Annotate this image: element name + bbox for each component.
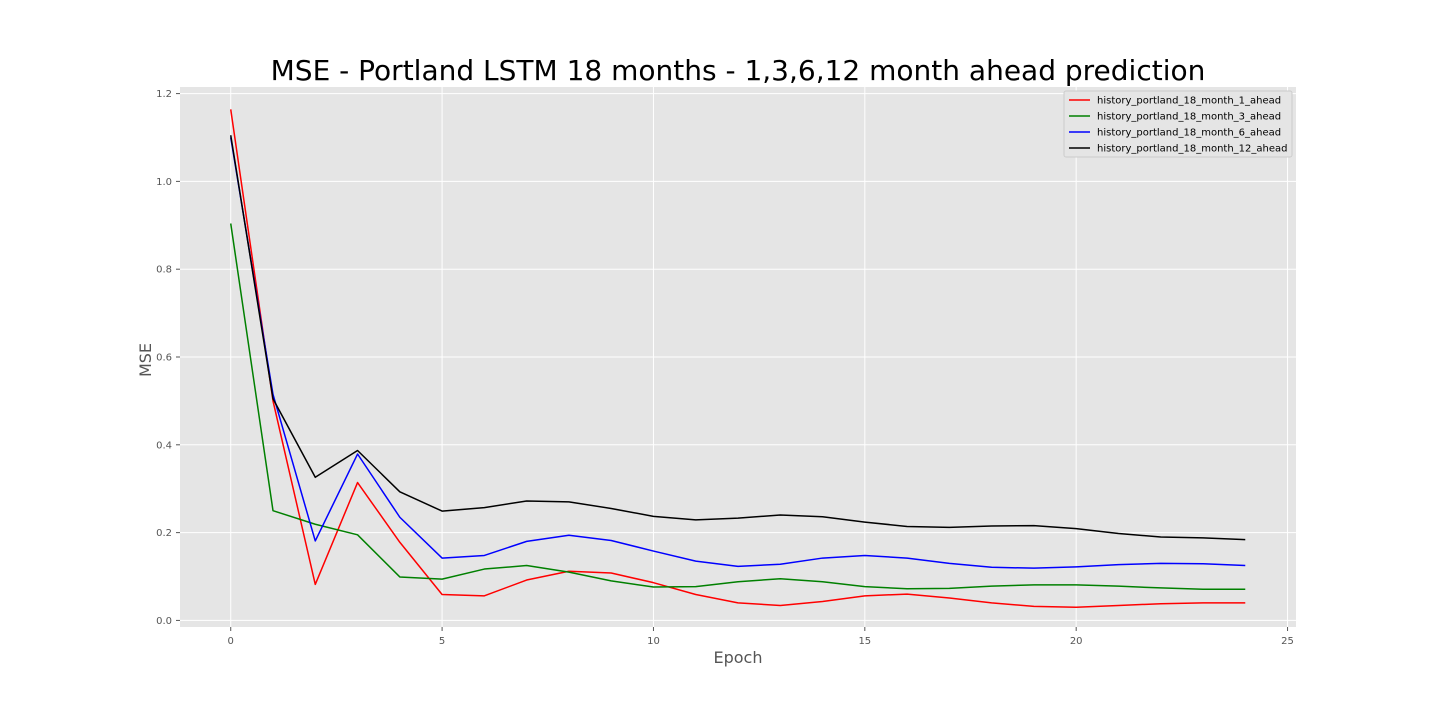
legend-box bbox=[1063, 90, 1293, 158]
x-tick-label: 0 bbox=[228, 636, 234, 647]
y-tick-label: 0.4 bbox=[156, 440, 172, 451]
y-tick-label: 0.6 bbox=[156, 353, 172, 364]
x-tick-label: 25 bbox=[1281, 636, 1294, 647]
legend-label-2: history_portland_18_month_3_ahead bbox=[1097, 112, 1281, 123]
chart-title: MSE - Portland LSTM 18 months - 1,3,6,12… bbox=[271, 54, 1206, 87]
y-tick-label: 0.2 bbox=[156, 528, 172, 539]
y-axis-label: MSE bbox=[136, 343, 155, 377]
x-tick-label: 20 bbox=[1070, 636, 1083, 647]
series-line-1 bbox=[229, 109, 1246, 608]
legend-label-3: history_portland_18_month_6_ahead bbox=[1097, 128, 1281, 139]
x-axis-label: Epoch bbox=[714, 648, 763, 667]
x-tick-label: 5 bbox=[439, 636, 445, 647]
y-tick-label: 0.8 bbox=[156, 265, 172, 276]
axis-ticks: 0.0 0.2 0.4 0.6 0.8 1.0 1.2 0 5 10 15 20 25 bbox=[156, 89, 1294, 647]
x-tick-label: 15 bbox=[858, 636, 871, 647]
y-tick-label: 1.2 bbox=[156, 89, 172, 100]
series-lines bbox=[229, 109, 1246, 608]
x-tick-label: 10 bbox=[647, 636, 660, 647]
legend-label-1: history_portland_18_month_1_ahead bbox=[1097, 96, 1281, 107]
y-tick-label: 1.0 bbox=[156, 177, 172, 188]
legend: history_portland_18_month_1_aheadhistory… bbox=[1063, 90, 1293, 158]
series-line-4 bbox=[229, 135, 1246, 541]
series-line-3 bbox=[229, 137, 1246, 569]
y-tick-label: 0.0 bbox=[156, 616, 172, 627]
series-line-2 bbox=[229, 223, 1246, 590]
legend-label-4: history_portland_18_month_12_ahead bbox=[1097, 144, 1287, 155]
